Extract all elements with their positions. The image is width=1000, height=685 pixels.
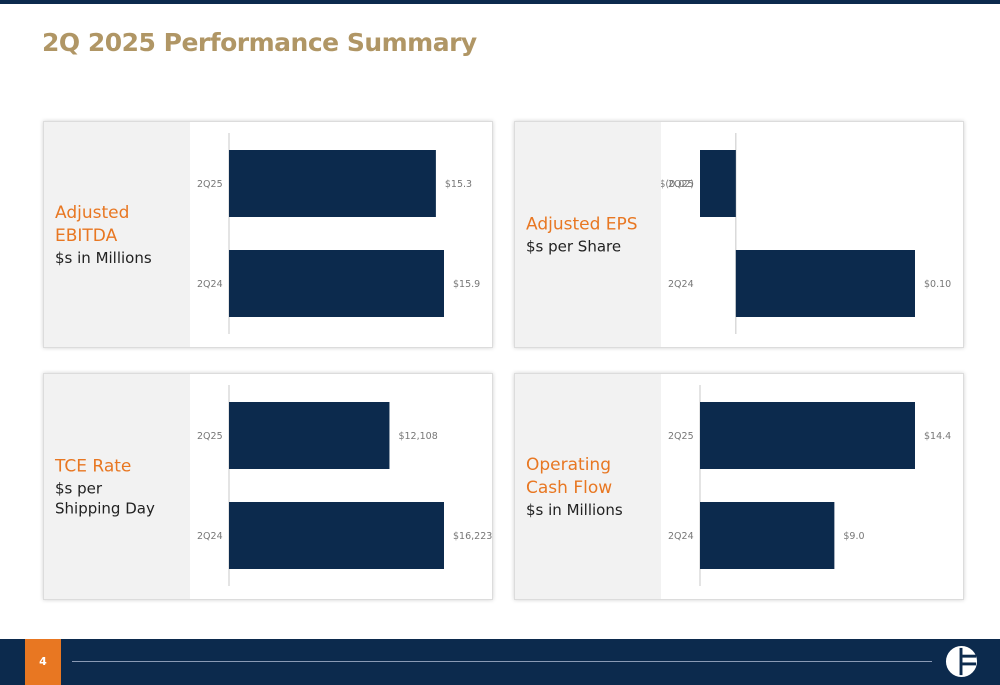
category-label: 2Q24	[197, 531, 223, 542]
panel-tce-rate: TCE Rate $s per Shipping Day 2Q25 $12,108…	[43, 373, 493, 600]
metric-title: Adjusted EPS	[526, 214, 638, 234]
chart-adjusted-ebitda: 2Q25 $15.3 2Q24 $15.9	[197, 133, 480, 334]
panel-adjusted-eps: Adjusted EPS $s per Share 2Q25 $(0.02) 2Q2…	[514, 121, 964, 348]
bar-2q24	[700, 502, 835, 569]
metric-unit: $s in Millions	[55, 248, 152, 267]
panel-label-area: Operating Cash Flow $s in Millions	[515, 374, 661, 599]
category-label: 2Q24	[668, 279, 694, 290]
bar-2q25	[229, 402, 390, 469]
chart-tce-rate: 2Q25 $12,108 2Q24 $16,223	[197, 385, 492, 586]
metric-unit: $s per Share	[526, 237, 622, 255]
panel-label: TCE Rate $s per Shipping Day	[55, 455, 186, 518]
panel-label: Adjusted EBITDA $s in Millions	[55, 202, 186, 268]
metric-unit: $s in Millions	[526, 500, 623, 519]
bar-2q25	[700, 150, 736, 217]
chart-adjusted-eps: 2Q25$(0.02) 2Q24 $0.10	[661, 133, 951, 334]
metric-title: Operating Cash Flow	[526, 454, 613, 498]
panel-adjusted-ebitda: Adjusted EBITDA $s in Millions 2Q25 $15.3…	[43, 121, 493, 348]
chart-operating-cash-flow: 2Q25 $14.4 2Q24 $9.0	[668, 385, 951, 586]
bar-2q24	[229, 502, 444, 569]
page-title: 2Q 2025 Performance Summary	[42, 28, 477, 57]
footer-bar: 4	[0, 639, 1000, 685]
value-label: $12,108	[398, 431, 437, 442]
panel-operating-cash-flow: Operating Cash Flow $s in Millions 2Q25 $…	[514, 373, 964, 600]
value-label: $15.3	[445, 179, 472, 190]
category-label: 2Q25	[197, 431, 223, 442]
category-label: 2Q24	[668, 531, 694, 542]
value-label: $16,223	[453, 531, 492, 542]
panel-label-area: TCE Rate $s per Shipping Day	[44, 374, 190, 599]
metric-unit: $s per Shipping Day	[55, 479, 155, 517]
value-label: $15.9	[453, 279, 480, 290]
panel-label-area: Adjusted EBITDA $s in Millions	[44, 122, 190, 347]
value-label: $(0.02)	[661, 179, 694, 190]
company-logo-icon	[945, 645, 978, 678]
panel-label: Operating Cash Flow $s in Millions	[526, 454, 657, 520]
category-label: 2Q25	[668, 179, 694, 190]
value-label: $14.4	[924, 431, 951, 442]
bar-2q24	[735, 250, 915, 317]
panel-label: Adjusted EPS $s per Share	[526, 213, 657, 256]
footer-divider	[72, 661, 932, 662]
page-number: 4	[25, 639, 61, 685]
bar-2q25	[229, 150, 436, 217]
category-label: 2Q24	[197, 279, 223, 290]
category-label: 2Q25	[668, 431, 694, 442]
top-accent-bar	[0, 0, 1000, 4]
metric-title: Adjusted EBITDA	[55, 202, 130, 246]
bar-2q25	[700, 402, 915, 469]
value-label: $0.10	[924, 279, 951, 290]
metric-title: TCE Rate	[55, 456, 132, 476]
bar-2q24	[229, 250, 444, 317]
value-label: $9.0	[843, 531, 864, 542]
panel-label-area: Adjusted EPS $s per Share	[515, 122, 661, 347]
category-label: 2Q25	[197, 179, 223, 190]
